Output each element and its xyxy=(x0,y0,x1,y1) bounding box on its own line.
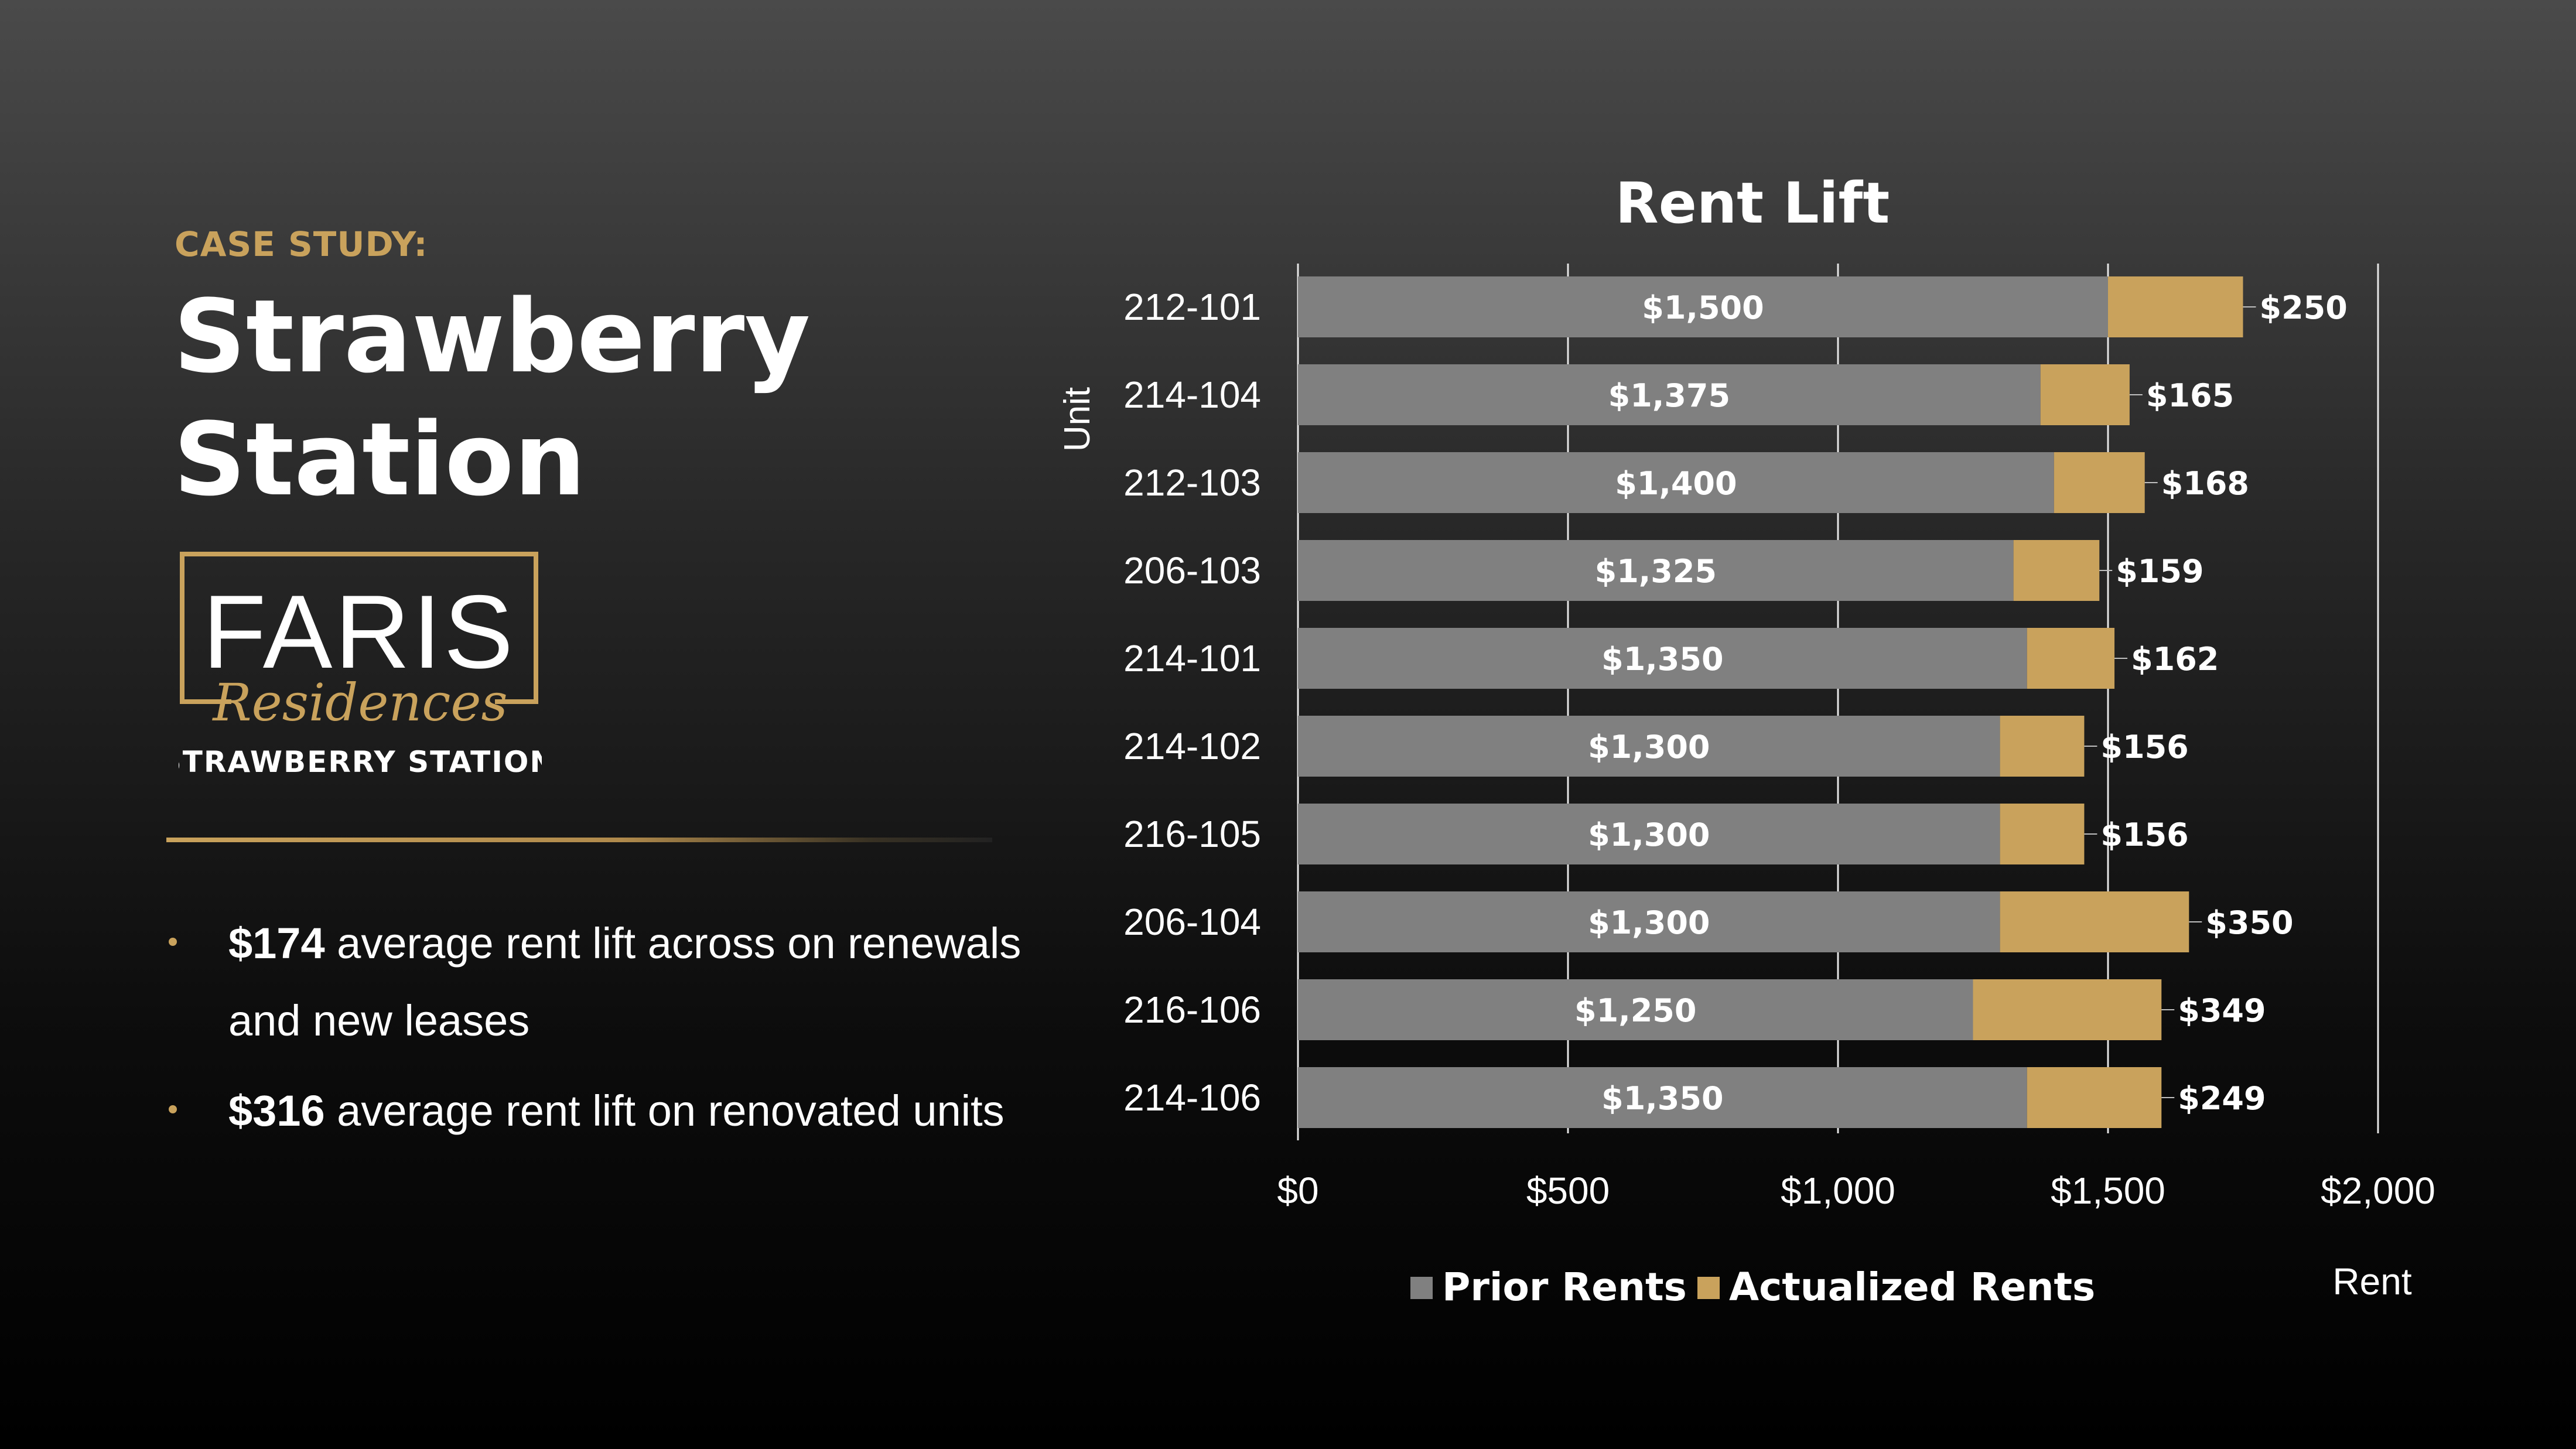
bar-actualized-206-104 xyxy=(2000,891,2189,952)
bar-actualized-216-105 xyxy=(2000,804,2085,864)
logo-brand-text: FARIS xyxy=(203,573,515,690)
faris-residences-logo: FARIS Residences STRAWBERRY STATION xyxy=(179,552,542,779)
data-label-prior: $1,500 xyxy=(1642,289,1764,326)
data-label-prior: $1,325 xyxy=(1595,553,1717,590)
data-label-actualized: $249 xyxy=(2178,1080,2266,1117)
y-tick-label: 214-104 xyxy=(1123,374,1261,416)
logo-script-text: Residences xyxy=(211,672,507,733)
bar-actualized-214-101 xyxy=(2027,628,2115,689)
bar-prior-214-106 xyxy=(1298,1067,2027,1128)
bar-prior-214-101 xyxy=(1298,628,2027,689)
legend-swatch-prior xyxy=(1410,1277,1433,1299)
x-tick-label: $500 xyxy=(1526,1170,1610,1212)
data-label-actualized: $349 xyxy=(2178,992,2266,1029)
bar-actualized-206-103 xyxy=(2013,540,2100,601)
y-tick-label: 212-103 xyxy=(1123,462,1261,504)
bullet-dot xyxy=(169,1105,177,1113)
bar-prior-214-102 xyxy=(1298,716,2000,777)
x-tick-label: $1,500 xyxy=(2051,1170,2165,1212)
data-label-prior: $1,300 xyxy=(1588,729,1710,765)
data-label-actualized: $168 xyxy=(2161,465,2249,502)
bar-actualized-212-103 xyxy=(2054,452,2145,513)
rent-lift-chart: Rent Lift $0 $500 $1,000 $1,500 $2,000 212-101… xyxy=(1031,0,2576,1449)
bar-prior-216-106 xyxy=(1298,979,1973,1040)
y-axis-label: Unit xyxy=(1057,387,1098,452)
stat-value-2: $316 xyxy=(228,1086,325,1135)
y-tick-label: 214-101 xyxy=(1123,637,1261,679)
y-tick-label: 216-106 xyxy=(1123,989,1261,1031)
data-label-actualized: $165 xyxy=(2146,377,2234,414)
bar-actualized-214-104 xyxy=(2040,364,2130,425)
y-tick-label: 206-104 xyxy=(1123,901,1261,943)
stat-value-1: $174 xyxy=(228,919,325,968)
chart-canvas: Rent Lift $0 $500 $1,000 $1,500 $2,000 212-101… xyxy=(1057,170,2435,1310)
bar-actualized-214-102 xyxy=(2000,716,2085,777)
stats-list: $174 average rent lift across on renewal… xyxy=(166,905,1021,1163)
title-line-1: Strawberry xyxy=(173,278,811,395)
y-tick-label: 216-105 xyxy=(1123,813,1261,855)
data-label-prior: $1,300 xyxy=(1588,904,1710,941)
logo-subtitle-text: STRAWBERRY STATION xyxy=(179,745,542,779)
x-tick-label: $1,000 xyxy=(1781,1170,1895,1212)
data-label-prior: $1,250 xyxy=(1574,992,1696,1029)
data-label-actualized: $159 xyxy=(2116,553,2203,590)
data-label-actualized: $156 xyxy=(2100,816,2188,853)
bar-prior-214-104 xyxy=(1298,364,2041,425)
chart-title: Rent Lift xyxy=(1615,170,1890,236)
bar-prior-212-101 xyxy=(1298,276,2108,337)
data-label-actualized: $156 xyxy=(2100,729,2188,765)
y-tick-label: 214-106 xyxy=(1123,1077,1261,1119)
data-label-actualized: $162 xyxy=(2131,641,2219,678)
bar-prior-216-105 xyxy=(1298,804,2000,864)
bar-prior-206-104 xyxy=(1298,891,2000,952)
eyebrow-label: CASE STUDY: xyxy=(175,224,428,264)
legend-label-prior: Prior Rents xyxy=(1442,1265,1687,1310)
data-label-prior: $1,350 xyxy=(1601,1080,1723,1117)
x-axis-label: Rent xyxy=(2332,1260,2411,1303)
stat-text-2: average rent lift on renovated units xyxy=(324,1086,1005,1135)
data-label-prior: $1,300 xyxy=(1588,816,1710,853)
bar-actualized-216-106 xyxy=(1973,979,2162,1040)
y-tick-label: 206-103 xyxy=(1123,549,1261,592)
legend-swatch-actualized xyxy=(1697,1277,1720,1299)
bar-actualized-212-101 xyxy=(2108,276,2243,337)
y-tick-label: 214-102 xyxy=(1123,725,1261,767)
stat-bullet-2: $316 average rent lift on renovated unit… xyxy=(166,1072,1021,1150)
page-title: Strawberry Station xyxy=(173,275,810,521)
left-panel: CASE STUDY: Strawberry Station FARIS Res… xyxy=(0,0,1031,1449)
y-tick-label: 212-101 xyxy=(1123,286,1261,328)
bar-actualized-214-106 xyxy=(2027,1067,2162,1128)
title-line-2: Station xyxy=(173,401,586,518)
bullet-dot xyxy=(169,938,177,946)
bar-prior-206-103 xyxy=(1298,540,2014,601)
data-label-prior: $1,375 xyxy=(1608,377,1730,414)
x-tick-label: $0 xyxy=(1277,1170,1318,1212)
stat-text-1: average rent lift across on renewals and… xyxy=(228,919,1021,1045)
bar-prior-212-103 xyxy=(1298,452,2054,513)
data-label-prior: $1,400 xyxy=(1615,465,1737,502)
data-label-actualized: $350 xyxy=(2205,904,2293,941)
legend-label-actualized: Actualized Rents xyxy=(1729,1265,2095,1310)
gold-divider xyxy=(166,838,992,842)
data-label-actualized: $250 xyxy=(2260,289,2348,326)
stat-bullet-1: $174 average rent lift across on renewal… xyxy=(166,905,1021,1060)
x-tick-label: $2,000 xyxy=(2321,1170,2435,1212)
data-label-prior: $1,350 xyxy=(1601,641,1723,678)
